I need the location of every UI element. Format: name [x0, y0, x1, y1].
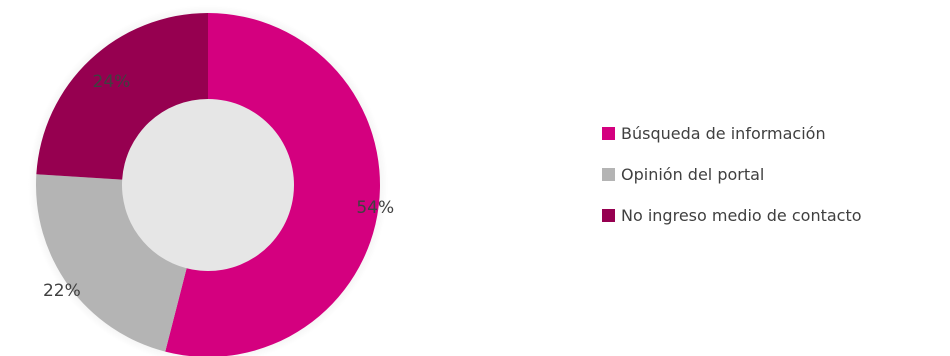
slice-busqueda [165, 13, 381, 356]
legend: Búsqueda de información Opinión del port… [602, 122, 862, 245]
legend-swatch [602, 167, 615, 181]
legend-label: Búsqueda de información [621, 123, 826, 143]
legend-swatch [602, 208, 615, 222]
data-label-no-ingreso: 24% [93, 72, 131, 92]
legend-label: No ingreso medio de contacto [621, 205, 862, 225]
legend-label: Opinión del portal [621, 164, 765, 184]
slice-no-ingreso [36, 13, 208, 180]
legend-item-no-ingreso: No ingreso medio de contacto [602, 204, 862, 226]
data-label-opinion: 22% [43, 281, 81, 301]
legend-item-opinion: Opinión del portal [602, 163, 862, 185]
data-label-busqueda: 54% [356, 198, 394, 218]
legend-swatch [602, 126, 615, 140]
slice-opinion [36, 174, 187, 352]
legend-item-busqueda: Búsqueda de información [602, 122, 862, 144]
